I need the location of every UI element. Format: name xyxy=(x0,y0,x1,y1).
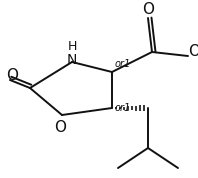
Text: N: N xyxy=(67,53,77,67)
Text: OH: OH xyxy=(188,44,198,59)
Text: O: O xyxy=(6,69,18,83)
Text: or1: or1 xyxy=(115,59,131,69)
Text: H: H xyxy=(67,40,77,53)
Text: or1: or1 xyxy=(115,103,131,113)
Text: O: O xyxy=(142,2,154,17)
Text: O: O xyxy=(54,121,66,135)
